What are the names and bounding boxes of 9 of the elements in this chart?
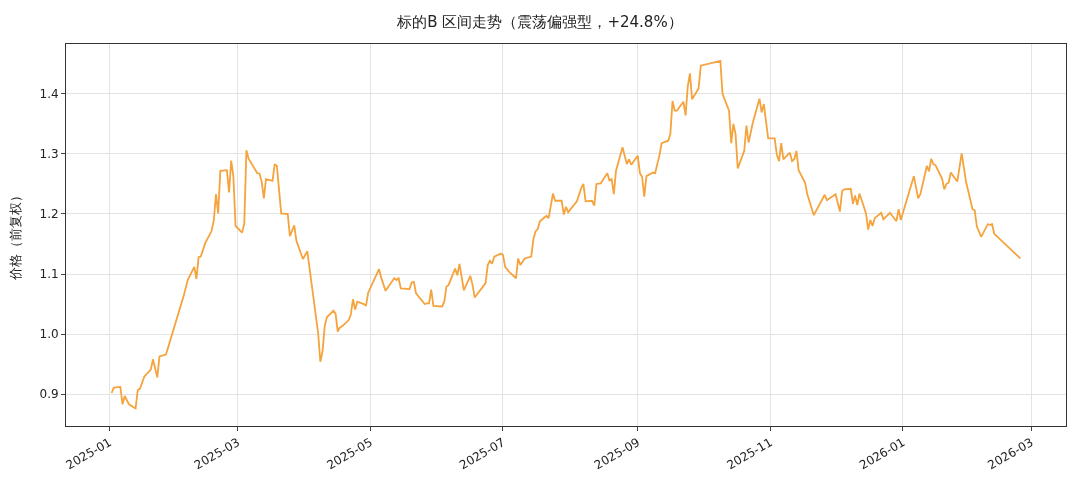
y-tick-label: 0.9 [39,387,59,402]
y-tick-label: 1.2 [39,207,59,222]
y-tick-label: 1.4 [39,87,59,102]
chart-title: 标的B 区间走势（震荡偏强型，+24.8%） [396,13,683,32]
y-tick-label: 1.1 [39,267,59,282]
y-tick-label: 1.3 [39,147,59,162]
line-series [110,59,1022,410]
y-axis-title: 价格（前复权） [8,189,24,282]
y-tick-label: 1.0 [39,327,59,342]
